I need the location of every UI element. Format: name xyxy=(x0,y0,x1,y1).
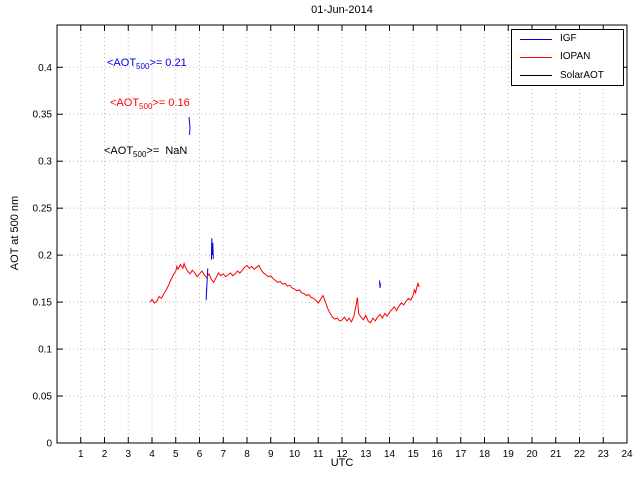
x-tick-label: 9 xyxy=(268,449,274,460)
x-tick-label: 17 xyxy=(455,449,467,460)
x-tick-label: 11 xyxy=(313,449,324,460)
annotation-igf-mean: <AOT500>= 0.21 xyxy=(107,57,187,71)
legend-entry-solaraot: SolarAOT xyxy=(512,67,623,85)
annotation-subscript: 500 xyxy=(139,102,153,112)
annotation-solaraot-mean: <AOT500>= NaN xyxy=(104,145,187,159)
x-tick-label: 21 xyxy=(550,449,562,460)
x-tick-label: 10 xyxy=(289,449,301,460)
y-tick-label: 0.2 xyxy=(38,251,52,262)
annotation-prefix: <AOT xyxy=(107,57,137,69)
legend-label: IOPAN xyxy=(560,51,591,63)
annotation-iopan-mean: <AOT500>= 0.16 xyxy=(110,97,190,111)
annotation-subscript: 500 xyxy=(133,150,147,160)
x-tick-label: 16 xyxy=(431,449,443,460)
x-tick-label: 23 xyxy=(598,449,610,460)
annotation-subscript: 500 xyxy=(136,62,150,72)
series-igf-line xyxy=(188,117,191,135)
x-tick-label: 18 xyxy=(479,449,491,460)
legend-line-sample xyxy=(520,75,552,77)
y-tick-label: 0.3 xyxy=(38,157,52,168)
x-tick-label: 6 xyxy=(197,449,203,460)
chart-title: 01-Jun-2014 xyxy=(311,4,373,16)
x-tick-label: 19 xyxy=(503,449,515,460)
x-tick-label: 14 xyxy=(384,449,396,460)
x-tick-label: 2 xyxy=(102,449,108,460)
legend-entry-iopan: IOPAN xyxy=(512,48,623,66)
x-tick-label: 8 xyxy=(244,449,250,460)
plot-background xyxy=(57,25,627,443)
legend-label: SolarAOT xyxy=(560,69,604,81)
y-axis-label: AOT at 500 nm xyxy=(9,195,21,271)
x-tick-label: 4 xyxy=(149,449,155,460)
annotation-prefix: <AOT xyxy=(110,97,140,109)
x-tick-label: 22 xyxy=(574,449,586,460)
annotation-prefix: <AOT xyxy=(104,145,134,157)
y-tick-label: 0.25 xyxy=(33,204,53,215)
y-tick-label: 0.15 xyxy=(33,298,53,309)
x-tick-label: 24 xyxy=(621,449,633,460)
x-axis-label: UTC xyxy=(330,457,354,469)
x-tick-label: 20 xyxy=(526,449,538,460)
x-tick-label: 12 xyxy=(336,449,348,460)
x-tick-label: 13 xyxy=(360,449,372,460)
y-tick-label: 0.05 xyxy=(33,392,53,403)
y-tick-label: 0.4 xyxy=(38,63,52,74)
y-tick-label: 0.1 xyxy=(38,345,52,356)
legend-label: IGF xyxy=(560,33,577,45)
x-tick-label: 15 xyxy=(408,449,420,460)
series-igf-line xyxy=(379,280,381,289)
series-igf-line xyxy=(210,238,214,260)
legend-entry-igf: IGF xyxy=(512,30,623,48)
x-tick-label: 7 xyxy=(220,449,226,460)
y-tick-label: 0 xyxy=(46,439,52,450)
legend-line-sample xyxy=(520,38,552,40)
annotation-suffix: >= 0.16 xyxy=(152,97,190,109)
annotation-suffix: >= NaN xyxy=(146,145,188,157)
legend-line-sample xyxy=(520,56,552,58)
legend: IGF IOPAN SolarAOT xyxy=(511,29,624,86)
annotation-suffix: >= 0.21 xyxy=(149,57,187,69)
series-iopan-line xyxy=(149,261,420,324)
x-tick-label: 5 xyxy=(173,449,179,460)
y-tick-label: 0.35 xyxy=(33,110,53,121)
x-tick-label: 1 xyxy=(78,449,84,460)
x-tick-label: 3 xyxy=(125,449,131,460)
